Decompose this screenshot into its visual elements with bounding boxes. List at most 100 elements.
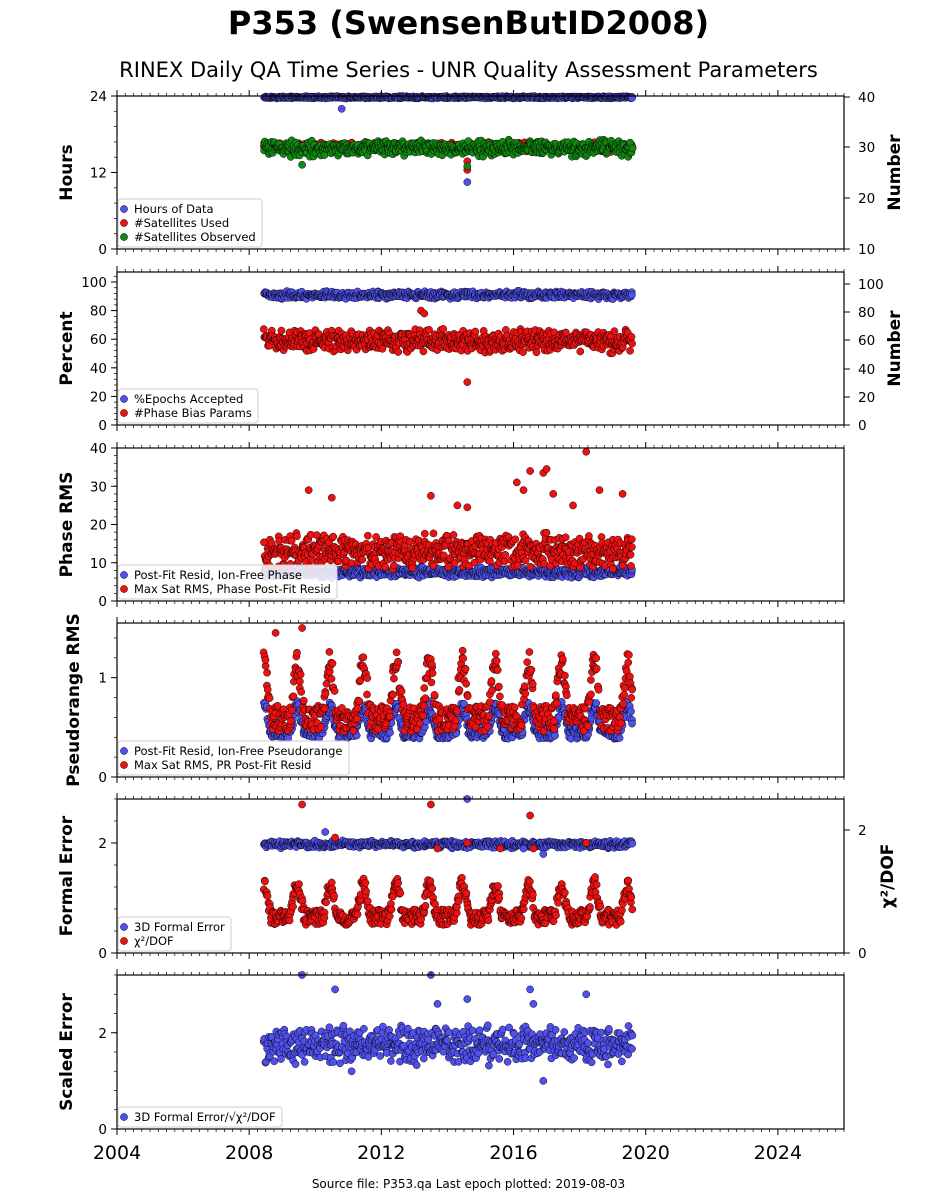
data-point — [511, 535, 520, 544]
chart-panel: 020406080100Percent020406080100Number%Ep… — [57, 266, 905, 434]
y-tick-label-right: 100 — [858, 277, 884, 293]
y-tick-label: 20 — [90, 518, 107, 534]
y-tick-label: 24 — [90, 89, 107, 105]
y-tick-label: 0 — [98, 594, 107, 610]
chart-title: P353 (SwensenButID2008) — [227, 4, 710, 42]
y-tick-label: 0 — [98, 418, 107, 434]
data-point — [561, 328, 570, 337]
data-point — [626, 346, 634, 355]
data-point — [429, 561, 438, 570]
outlier-point — [618, 490, 627, 498]
y-tick-label: 80 — [90, 304, 107, 320]
outlier-point — [337, 104, 346, 113]
legend-marker — [120, 585, 128, 593]
data-point — [561, 533, 570, 542]
legend-label: #Phase Bias Params — [134, 406, 252, 420]
data-point — [390, 561, 398, 570]
outlier-point — [512, 478, 521, 487]
y-tick-label: 20 — [90, 389, 107, 405]
y-ticks-left: 0 12 24 — [90, 89, 117, 258]
data-point — [259, 325, 268, 333]
y-axis-label: Hours — [57, 144, 77, 201]
data-point — [408, 564, 417, 572]
data-point — [526, 562, 534, 571]
y-tick-label-right: 40 — [858, 90, 875, 106]
chart-subtitle: RINEX Daily QA Time Series - UNR Quality… — [119, 58, 818, 82]
data-point — [439, 551, 448, 560]
data-point — [627, 535, 636, 544]
y-tick-label: 40 — [90, 441, 107, 457]
y-tick-label: 10 — [90, 556, 107, 572]
data-point — [542, 528, 551, 537]
data-point — [470, 558, 479, 567]
outlier-point — [453, 501, 462, 510]
legend-label: Max Sat RMS, Phase Post-Fit Resid — [134, 582, 331, 596]
data-point — [551, 731, 559, 740]
y-tick-label-right: 80 — [858, 305, 875, 321]
x-ticks — [116, 90, 845, 255]
data-point — [471, 327, 480, 336]
data-point — [460, 699, 468, 708]
data-point — [381, 563, 390, 571]
outlier-point — [463, 503, 472, 512]
data-point — [372, 533, 380, 541]
outlier-point — [427, 491, 435, 500]
data-point — [519, 348, 527, 356]
y-tick-label: 40 — [90, 361, 107, 377]
series-Max Sat RMS, Phase Post-Fit Resid — [260, 447, 636, 574]
legend-label: Hours of Data — [134, 202, 214, 216]
outlier-point — [595, 486, 604, 494]
series-%Epochs Accepted — [260, 286, 636, 303]
data-point — [419, 347, 428, 356]
y-ticks-right: 10 20 30 40 — [844, 90, 875, 258]
data-point — [521, 556, 530, 565]
data-point — [429, 529, 438, 538]
legend-marker — [120, 409, 128, 417]
outlier-point — [298, 160, 306, 169]
data-point — [501, 550, 510, 559]
data-point — [576, 347, 585, 356]
legend-label: %Epochs Accepted — [134, 392, 243, 406]
data-point — [347, 559, 356, 568]
outlier-point — [582, 447, 591, 456]
y-tick-label-right: 20 — [858, 191, 875, 207]
data-point — [386, 728, 394, 737]
y-axis-label: Phase RMS — [57, 472, 77, 578]
data-point — [627, 291, 636, 299]
outlier-point — [327, 493, 336, 502]
outlier-point — [526, 467, 534, 475]
data-point — [420, 529, 429, 538]
series-#Phase Bias Params — [259, 306, 636, 386]
data-points — [260, 447, 636, 582]
legend-label: Post-Fit Resid, Ion-Free Phase — [134, 568, 302, 582]
data-point — [425, 325, 433, 334]
data-point — [626, 550, 635, 559]
y-tick-label-right: 30 — [858, 140, 875, 156]
y-tick-label-right: 20 — [858, 390, 875, 406]
y-tick-label: 0 — [98, 242, 107, 258]
legend-box — [117, 198, 263, 248]
data-point — [334, 557, 343, 566]
legend-marker — [120, 571, 128, 579]
data-point — [287, 536, 296, 545]
data-point — [627, 332, 636, 341]
y-tick-label: 12 — [90, 166, 107, 182]
data-point — [444, 563, 453, 571]
series-Hours of Data — [260, 92, 636, 186]
data-point — [439, 325, 448, 333]
data-point — [329, 532, 338, 541]
x-ticks — [116, 442, 845, 607]
data-point — [585, 532, 593, 540]
data-point — [449, 531, 458, 539]
data-point — [628, 339, 636, 348]
data-point — [394, 348, 403, 356]
y-tick-label-right: 10 — [858, 242, 875, 258]
outlier-point — [519, 486, 528, 494]
outlier-point — [463, 378, 472, 386]
